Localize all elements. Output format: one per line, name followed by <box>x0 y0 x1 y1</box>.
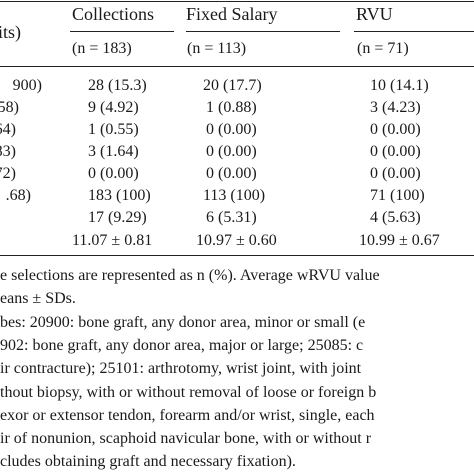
column-rule-rvu <box>354 31 474 32</box>
cell-fixed-salary: 0 (0.00) <box>206 121 257 138</box>
column-n-rvu: (n = 71) <box>357 40 409 57</box>
footnote-line: e selections are represented as n (%). A… <box>0 267 380 284</box>
cell-rvu: 0 (0.00) <box>370 165 421 182</box>
cell-collections: 0 (0.00) <box>88 165 139 182</box>
row-stub: 72) <box>0 165 16 182</box>
column-rule-collections <box>70 31 174 32</box>
cell-rvu: 10.99 ± 0.67 <box>359 232 440 249</box>
cell-collections: 3 (1.64) <box>88 143 139 160</box>
cell-fixed-salary: 10.97 ± 0.60 <box>196 232 277 249</box>
column-n-fixed-salary: (n = 113) <box>187 40 247 57</box>
row-stub: 64) <box>0 121 16 138</box>
cell-collections: 9 (4.92) <box>88 99 139 116</box>
footnote-line: thout biopsy, with or without removal of… <box>0 384 377 401</box>
column-n-collections: (n = 183) <box>72 40 132 57</box>
cell-collections: 183 (100) <box>88 187 151 204</box>
column-header-collections: Collections <box>72 4 154 24</box>
footnote-line: exor or extensor tendon, forearm and/or … <box>0 407 375 424</box>
footnote-line: bes: 20900: bone graft, any donor area, … <box>0 314 366 331</box>
table-top-rule <box>0 1 474 2</box>
row-stub: 58) <box>0 99 19 116</box>
cell-fixed-salary: 6 (5.31) <box>206 209 257 226</box>
column-header-rvu: RVU <box>356 4 393 24</box>
cell-collections: 28 (15.3) <box>88 77 147 94</box>
cell-collections: 1 (0.55) <box>88 121 139 138</box>
cell-rvu: 0 (0.00) <box>370 143 421 160</box>
cell-fixed-salary: 113 (100) <box>203 187 266 204</box>
cell-collections: 17 (9.29) <box>88 209 147 226</box>
header-bottom-rule <box>0 66 474 67</box>
cell-fixed-salary: 1 (0.88) <box>206 99 257 116</box>
row-stub: 900) <box>12 77 42 94</box>
column-rule-fixed-salary <box>186 31 340 32</box>
footnote-line: cludes obtaining graft and necessary fix… <box>0 453 296 470</box>
row-stub: .68) <box>5 187 31 204</box>
cell-fixed-salary: 0 (0.00) <box>206 165 257 182</box>
cell-rvu: 10 (14.1) <box>370 77 429 94</box>
cell-rvu: 3 (4.23) <box>370 99 421 116</box>
column-header-fixed-salary: Fixed Salary <box>186 4 278 24</box>
cell-rvu: 0 (0.00) <box>370 121 421 138</box>
cell-fixed-salary: 20 (17.7) <box>203 77 262 94</box>
footnote-line: 902: bone graft, any donor area, major o… <box>0 337 364 354</box>
cell-fixed-salary: 0 (0.00) <box>206 143 257 160</box>
footnote-line: ir contracture); 25101: arthrotomy, wris… <box>0 360 362 377</box>
cell-rvu: 71 (100) <box>370 187 425 204</box>
footnote-line: ir of nonunion, scaphoid navicular bone,… <box>0 430 372 447</box>
footnote-line: eans ± SDs. <box>0 290 76 307</box>
cell-collections: 11.07 ± 0.81 <box>72 232 153 249</box>
row-stub: 83) <box>0 143 16 160</box>
stub-header: its) <box>0 22 22 42</box>
cell-rvu: 4 (5.63) <box>370 209 421 226</box>
table-bottom-rule <box>0 255 474 256</box>
